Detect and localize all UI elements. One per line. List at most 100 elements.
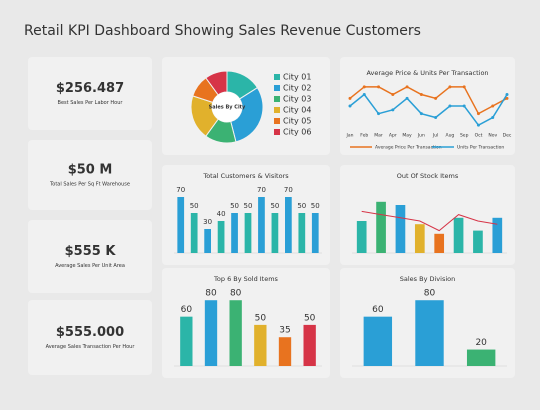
chart-title: Out Of Stock Items [397,172,459,180]
bar [311,213,319,253]
x-tick-label: Apr [389,133,397,139]
x-tick-label: Aug [446,133,455,139]
data-label: 50 [230,202,239,210]
bar [466,349,496,366]
data-label: 30 [203,218,212,226]
data-label: 80 [230,289,242,299]
bar [363,316,393,366]
data-label: 50 [297,202,306,210]
bar [298,213,306,253]
line-point [391,108,395,112]
panel [28,220,152,293]
x-tick-label: Mar [374,133,383,139]
legend-label: City 05 [283,117,311,126]
line-point [391,93,395,96]
bar [415,300,444,366]
legend-label: City 01 [283,73,311,82]
line-point [462,104,466,108]
kpi-value: $256.487 [56,81,124,96]
x-tick-label: Sep [460,133,469,139]
line-point [419,112,423,116]
line-point [362,93,366,96]
legend-swatch [274,96,280,102]
kpi-label: Average Sales Transaction Per Hour [46,344,136,350]
line-point [491,104,495,108]
chart-title: Sales By Division [400,275,456,283]
x-tick-label: Nov [488,133,497,139]
x-tick-label: Feb [360,133,368,139]
data-label: 50 [255,313,267,323]
bar [356,221,367,253]
bar [180,316,193,366]
legend-swatch [274,107,280,113]
bar [395,205,406,253]
bar [285,197,292,253]
line-point [405,85,409,89]
line-point [476,123,480,127]
line-point [434,96,438,100]
data-label: 70 [176,186,185,194]
line-point [377,85,381,89]
bar [414,224,425,253]
bar [204,300,218,366]
kpi-value: $50 M [68,163,113,178]
pie-center-label: Sales By City [209,105,246,111]
line-point [448,104,452,108]
legend-swatch [274,74,280,80]
bar [278,337,292,366]
bar [492,217,503,253]
chart-title: Top 6 By Sold Items [213,275,279,283]
bar [303,324,316,366]
line-point [362,85,366,89]
legend-label: Average Price Per Transaction [375,145,442,151]
data-label: 50 [190,202,199,210]
kpi-label: Average Sales Per Unit Area [55,263,125,269]
donut-hole [212,92,242,122]
data-label: 50 [311,202,320,210]
data-label: 50 [304,313,316,323]
line-series [349,85,508,115]
trend-line [361,210,498,232]
chart-title: Average Price & Units Per Transaction [366,69,488,77]
bar [190,213,198,253]
legend-label: Units Per Transaction [457,145,504,151]
panel [28,300,152,375]
bar [473,230,483,253]
x-tick-label: Dec [503,133,512,139]
data-label: 50 [270,202,279,210]
legend-swatch [274,129,280,135]
line-point [419,93,423,96]
panel [340,57,515,155]
line-point [462,85,466,89]
data-label: 70 [284,186,293,194]
x-tick-label: May [402,133,412,139]
data-label: 70 [257,186,266,194]
chart-title: Total Customers & Visitors [202,172,289,180]
x-tick-label: Jan [346,133,354,139]
data-label: 20 [475,338,487,348]
legend-label: City 03 [283,95,311,104]
bar [231,213,238,253]
kpi-value: $555 K [65,244,117,259]
data-label: 35 [279,326,290,336]
legend-swatch [274,118,280,124]
kpi-label: Total Sales Per Sq Ft Warehouse [49,182,130,188]
bar [271,213,279,253]
bar [254,324,267,366]
bar [204,229,211,253]
data-label: 60 [372,305,384,315]
bar [376,201,386,253]
line-point [505,96,509,100]
line-point [348,104,352,108]
panel [28,57,152,130]
x-tick-label: Jun [417,133,425,139]
line-point [476,112,480,116]
line-series [349,93,508,127]
legend-swatch [274,85,280,91]
panel [28,140,152,210]
data-label: 50 [244,202,253,210]
legend-label: City 02 [283,84,311,93]
bar [229,300,242,366]
